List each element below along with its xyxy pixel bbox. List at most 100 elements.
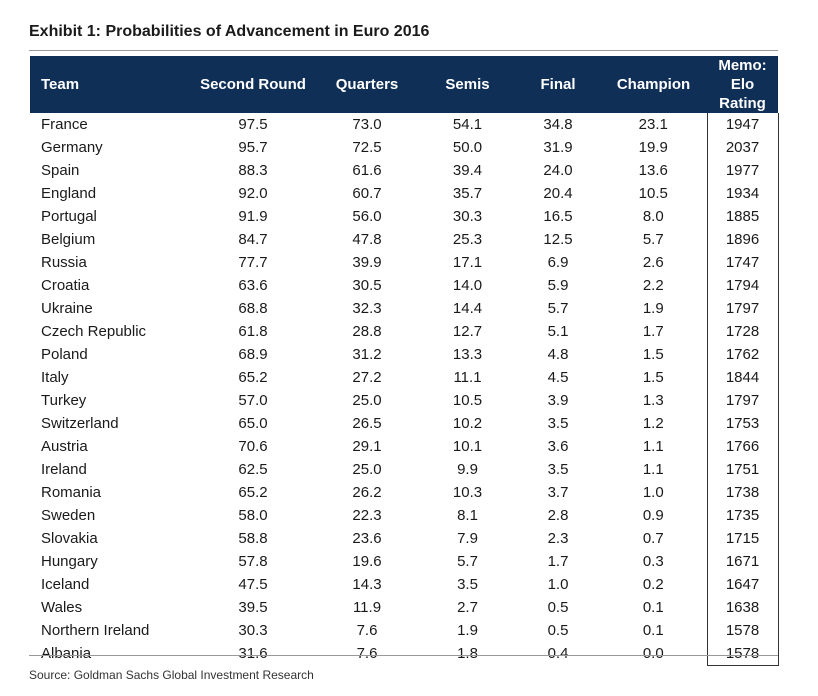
probability-cell: 1.5 [642, 369, 664, 386]
probability-cell: 50.0 [452, 139, 483, 156]
probability-cell: 5.7 [547, 300, 569, 317]
elo-rating-cell: 1794 [706, 274, 779, 297]
table-row: Czech Republic 61.8 28.8 12.7 5.1 1.7 1728 [30, 320, 779, 343]
table-row: Ireland 62.5 25.0 9.9 3.5 1.1 1751 [30, 458, 779, 481]
elo-rating-cell: 1766 [706, 435, 779, 458]
probability-cell: 2.6 [642, 254, 664, 271]
probability-cell: 14.0 [452, 277, 483, 294]
table-row: Ukraine 68.8 32.3 14.4 5.7 1.9 1797 [30, 297, 779, 320]
probability-cell: 56.0 [352, 208, 382, 225]
elo-rating-cell: 1753 [706, 412, 779, 435]
probability-cell: 1.3 [642, 392, 664, 409]
probability-cell: 10.1 [452, 438, 483, 455]
probability-cell: 30.5 [352, 277, 382, 294]
probability-cell: 10.3 [452, 484, 483, 501]
probability-cell: 17.1 [452, 254, 483, 271]
probability-cell: 58.0 [238, 507, 268, 524]
table-row: Spain 88.3 61.6 39.4 24.0 13.6 1977 [30, 159, 779, 182]
table-row: Austria 70.6 29.1 10.1 3.6 1.1 1766 [30, 435, 779, 458]
table-row: Hungary 57.8 19.6 5.7 1.7 0.3 1671 [30, 550, 779, 573]
probability-cell: 57.8 [238, 553, 268, 570]
probability-table: Team Second Round Quarters Semis Final Champi… [30, 56, 779, 666]
probability-cell: 1.0 [642, 484, 664, 501]
probability-cell: 11.1 [453, 369, 482, 386]
probability-cell: 25.3 [452, 231, 483, 248]
probability-cell: 24.0 [543, 162, 573, 179]
probability-cell: 1.1 [642, 461, 664, 478]
table-row: Sweden 58.0 22.3 8.1 2.8 0.9 1735 [30, 504, 779, 527]
probability-cell: 2.8 [547, 507, 569, 524]
probability-cell: 39.5 [238, 599, 268, 616]
team-name-cell: Albania [41, 645, 92, 663]
probability-cell: 14.4 [452, 300, 483, 317]
probability-cell: 12.5 [543, 231, 573, 248]
probability-cell: 84.7 [238, 231, 268, 248]
table-row: Portugal 91.9 56.0 30.3 16.5 8.0 1885 [30, 205, 779, 228]
elo-rating-cell: 1647 [706, 573, 779, 596]
elo-rating-cell: 1747 [706, 251, 779, 274]
probability-cell: 1.0 [547, 576, 569, 593]
team-name-cell: Belgium [41, 231, 96, 248]
probability-cell: 31.9 [543, 139, 573, 156]
team-name-cell: Ireland [41, 461, 87, 478]
probability-cell: 5.1 [547, 323, 569, 340]
probability-cell: 1.2 [642, 415, 664, 432]
probability-cell: 25.0 [352, 392, 382, 409]
probability-cell: 3.5 [547, 415, 569, 432]
title-divider [29, 50, 778, 51]
table-row: Northern Ireland 30.3 7.6 1.9 0.5 0.1 1578 [30, 619, 779, 642]
header-final: Final [516, 56, 600, 113]
probability-cell: 30.3 [452, 208, 483, 225]
probability-cell: 0.5 [547, 622, 569, 639]
probability-cell: 19.6 [352, 553, 382, 570]
header-team: Team [30, 56, 191, 113]
header-quarters: Quarters [315, 56, 419, 113]
table-row: Wales 39.5 11.9 2.7 0.5 0.1 1638 [30, 596, 779, 619]
elo-rating-cell: 1738 [706, 481, 779, 504]
table-row: Belgium 84.7 47.8 25.3 12.5 5.7 1896 [30, 228, 779, 251]
header-champion: Champion [600, 56, 707, 113]
probability-cell: 61.8 [238, 323, 268, 340]
probability-cell: 10.5 [638, 185, 668, 202]
elo-rating-cell: 1638 [706, 596, 779, 619]
table-row: Germany 95.7 72.5 50.0 31.9 19.9 2037 [30, 136, 779, 159]
probability-cell: 8.0 [642, 208, 664, 225]
probability-cell: 1.7 [642, 323, 664, 340]
probability-cell: 3.5 [457, 576, 478, 593]
probability-cell: 13.6 [638, 162, 668, 179]
probability-cell: 11.9 [352, 599, 382, 616]
source-note: Source: Goldman Sachs Global Investment … [29, 668, 314, 682]
elo-rating-cell: 1671 [706, 550, 779, 573]
table-row: France 97.5 73.0 54.1 34.8 23.1 1947 [30, 113, 779, 136]
probability-cell: 60.7 [352, 185, 382, 202]
probability-cell: 0.1 [642, 599, 664, 616]
probability-cell: 3.6 [547, 438, 569, 455]
table-row: Slovakia 58.8 23.6 7.9 2.3 0.7 1715 [30, 527, 779, 550]
table-row: Poland 68.9 31.2 13.3 4.8 1.5 1762 [30, 343, 779, 366]
probability-cell: 57.0 [238, 392, 268, 409]
probability-cell: 14.3 [352, 576, 382, 593]
probability-cell: 39.9 [352, 254, 382, 271]
probability-cell: 30.3 [238, 622, 268, 639]
team-name-cell: Poland [41, 346, 88, 363]
probability-cell: 22.3 [352, 507, 382, 524]
table-row: Croatia 63.6 30.5 14.0 5.9 2.2 1794 [30, 274, 779, 297]
probability-cell: 1.1 [642, 438, 664, 455]
probability-cell: 7.6 [356, 645, 378, 663]
probability-cell: 3.5 [547, 461, 569, 478]
elo-rating-cell: 1578 [706, 642, 779, 666]
team-name-cell: Switzerland [41, 415, 119, 432]
probability-cell: 3.9 [547, 392, 569, 409]
probability-cell: 23.1 [638, 116, 668, 133]
probability-cell: 65.2 [238, 369, 268, 386]
probability-cell: 68.8 [238, 300, 268, 317]
probability-cell: 54.1 [452, 116, 483, 133]
team-name-cell: England [41, 185, 97, 202]
elo-rating-cell: 1762 [706, 343, 779, 366]
probability-cell: 92.0 [238, 185, 268, 202]
probability-cell: 12.7 [452, 323, 483, 340]
team-name-cell: France [41, 116, 88, 133]
probability-cell: 0.7 [642, 530, 664, 547]
probability-cell: 65.2 [238, 484, 268, 501]
probability-cell: 72.5 [352, 139, 382, 156]
